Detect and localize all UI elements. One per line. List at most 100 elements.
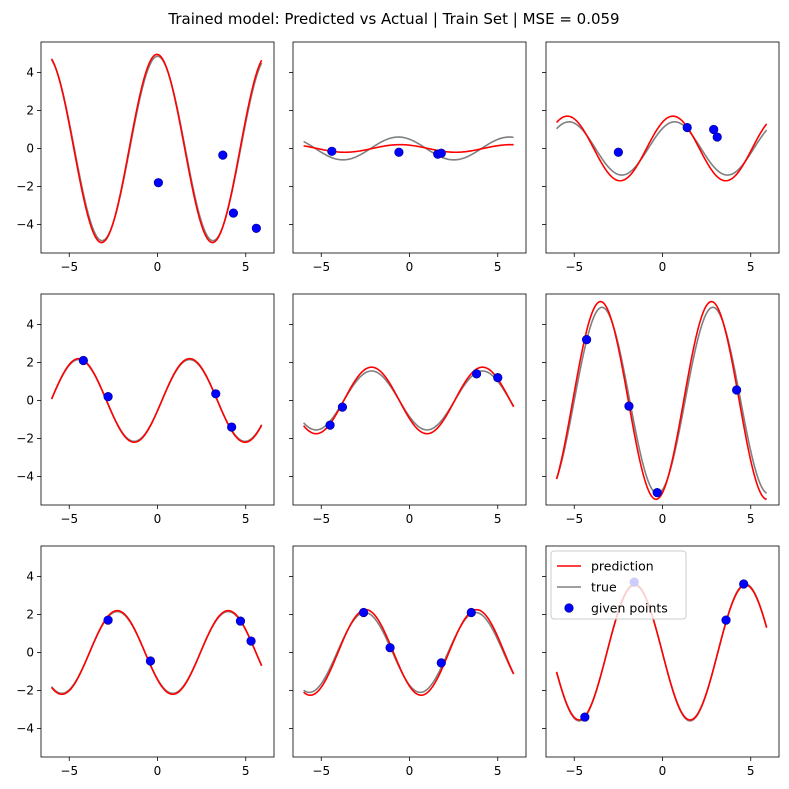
given-point: [145, 656, 156, 666]
y-tick-label: 0: [26, 141, 34, 155]
given-point: [652, 488, 662, 498]
given-point: [436, 148, 446, 158]
given-point: [732, 385, 742, 395]
prediction-curve: [556, 115, 768, 182]
axes-frame: [40, 41, 275, 254]
given-point: [709, 124, 719, 135]
axes-frame: [40, 545, 275, 758]
given-point: [624, 401, 634, 411]
given-point: [246, 636, 256, 646]
subplot-1: −5 0 5 −4 −2 0 2 4: [16, 41, 275, 274]
y-tick-label: 4: [26, 317, 34, 331]
x-tick-label: 0: [406, 512, 414, 526]
given-point: [327, 146, 337, 156]
given-point: [103, 615, 113, 625]
legend: prediction true given points: [550, 550, 687, 620]
y-tick-label: −2: [16, 431, 34, 445]
subplot-8: −5 0 5: [289, 545, 527, 778]
x-tick-label: 5: [242, 260, 250, 274]
x-tick-label: 5: [747, 764, 755, 778]
x-tick-label: −5: [565, 512, 583, 526]
legend-points-swatch: [564, 603, 574, 613]
given-point: [682, 122, 692, 133]
prediction-curve: [555, 300, 767, 501]
given-point: [721, 615, 731, 625]
axes-frame: [292, 41, 527, 254]
given-point: [227, 422, 237, 432]
figure-title: Trained model: Predicted vs Actual | Tra…: [167, 10, 619, 28]
x-tick-label: −5: [565, 764, 583, 778]
axes-frame: [292, 545, 527, 758]
legend-box: [550, 550, 687, 620]
x-tick-label: 0: [406, 260, 414, 274]
y-tick-label: 2: [26, 355, 34, 369]
true-curve: [555, 306, 768, 495]
y-tick-label: −4: [16, 469, 34, 483]
x-tick-label: −5: [312, 764, 330, 778]
given-point: [211, 389, 221, 399]
given-point: [471, 369, 482, 379]
axes-frame: [292, 293, 527, 506]
x-tick-label: −5: [60, 512, 78, 526]
x-tick-label: 0: [406, 764, 414, 778]
axes-frame: [545, 545, 780, 758]
prediction-curve: [303, 143, 514, 154]
x-tick-label: 0: [659, 512, 667, 526]
given-point: [385, 643, 395, 653]
y-tick-label: −4: [16, 217, 34, 231]
given-point: [712, 132, 722, 142]
prediction-curve: [50, 53, 263, 244]
x-tick-label: −5: [312, 260, 330, 274]
subplot-4: −5 0 5 −4 −2 0 2 4: [16, 293, 275, 526]
legend-label: prediction: [591, 559, 654, 574]
x-tick-label: 0: [154, 764, 162, 778]
given-point: [78, 355, 88, 366]
legend-label: true: [591, 580, 617, 595]
x-tick-label: 0: [154, 260, 162, 274]
legend-label: given points: [591, 601, 668, 616]
given-point: [394, 147, 404, 157]
true-curve: [556, 121, 768, 176]
axes-frame: [40, 293, 275, 506]
y-tick-label: −4: [16, 721, 34, 735]
given-point: [337, 402, 348, 412]
given-point: [613, 147, 623, 157]
subplot-5: −5 0 5: [289, 293, 527, 526]
given-point: [218, 150, 228, 160]
axes-frame: [545, 41, 780, 254]
y-tick-label: 2: [26, 607, 34, 621]
plot-area: [41, 294, 274, 505]
x-tick-label: 5: [494, 512, 502, 526]
given-point: [436, 658, 446, 668]
given-point: [325, 420, 335, 430]
x-tick-label: −5: [312, 512, 330, 526]
plot-area: [41, 546, 274, 757]
y-tick-label: 4: [26, 569, 34, 583]
subplot-3: −5 0 5: [542, 41, 780, 274]
x-tick-label: 0: [659, 260, 667, 274]
x-tick-label: 5: [747, 260, 755, 274]
prediction-curve: [50, 609, 263, 696]
x-tick-label: 5: [494, 764, 502, 778]
y-tick-label: 4: [26, 65, 34, 79]
y-tick-label: −2: [16, 179, 34, 193]
given-point: [359, 607, 369, 618]
x-tick-label: −5: [60, 260, 78, 274]
given-point: [153, 178, 163, 188]
given-point: [580, 712, 590, 722]
plot-area: [546, 42, 779, 253]
true-curve: [303, 136, 514, 161]
axes-frame: [545, 293, 780, 506]
given-point: [103, 392, 113, 402]
y-tick-label: −2: [16, 683, 34, 697]
x-tick-label: 5: [494, 260, 502, 274]
given-point: [251, 223, 261, 233]
subplot-9: −5 0 5 prediction true given points: [542, 545, 780, 778]
x-tick-label: 0: [659, 764, 667, 778]
prediction-curve: [303, 608, 515, 697]
plot-area: [41, 42, 274, 253]
prediction-curve: [302, 366, 515, 435]
y-tick-label: 0: [26, 645, 34, 659]
